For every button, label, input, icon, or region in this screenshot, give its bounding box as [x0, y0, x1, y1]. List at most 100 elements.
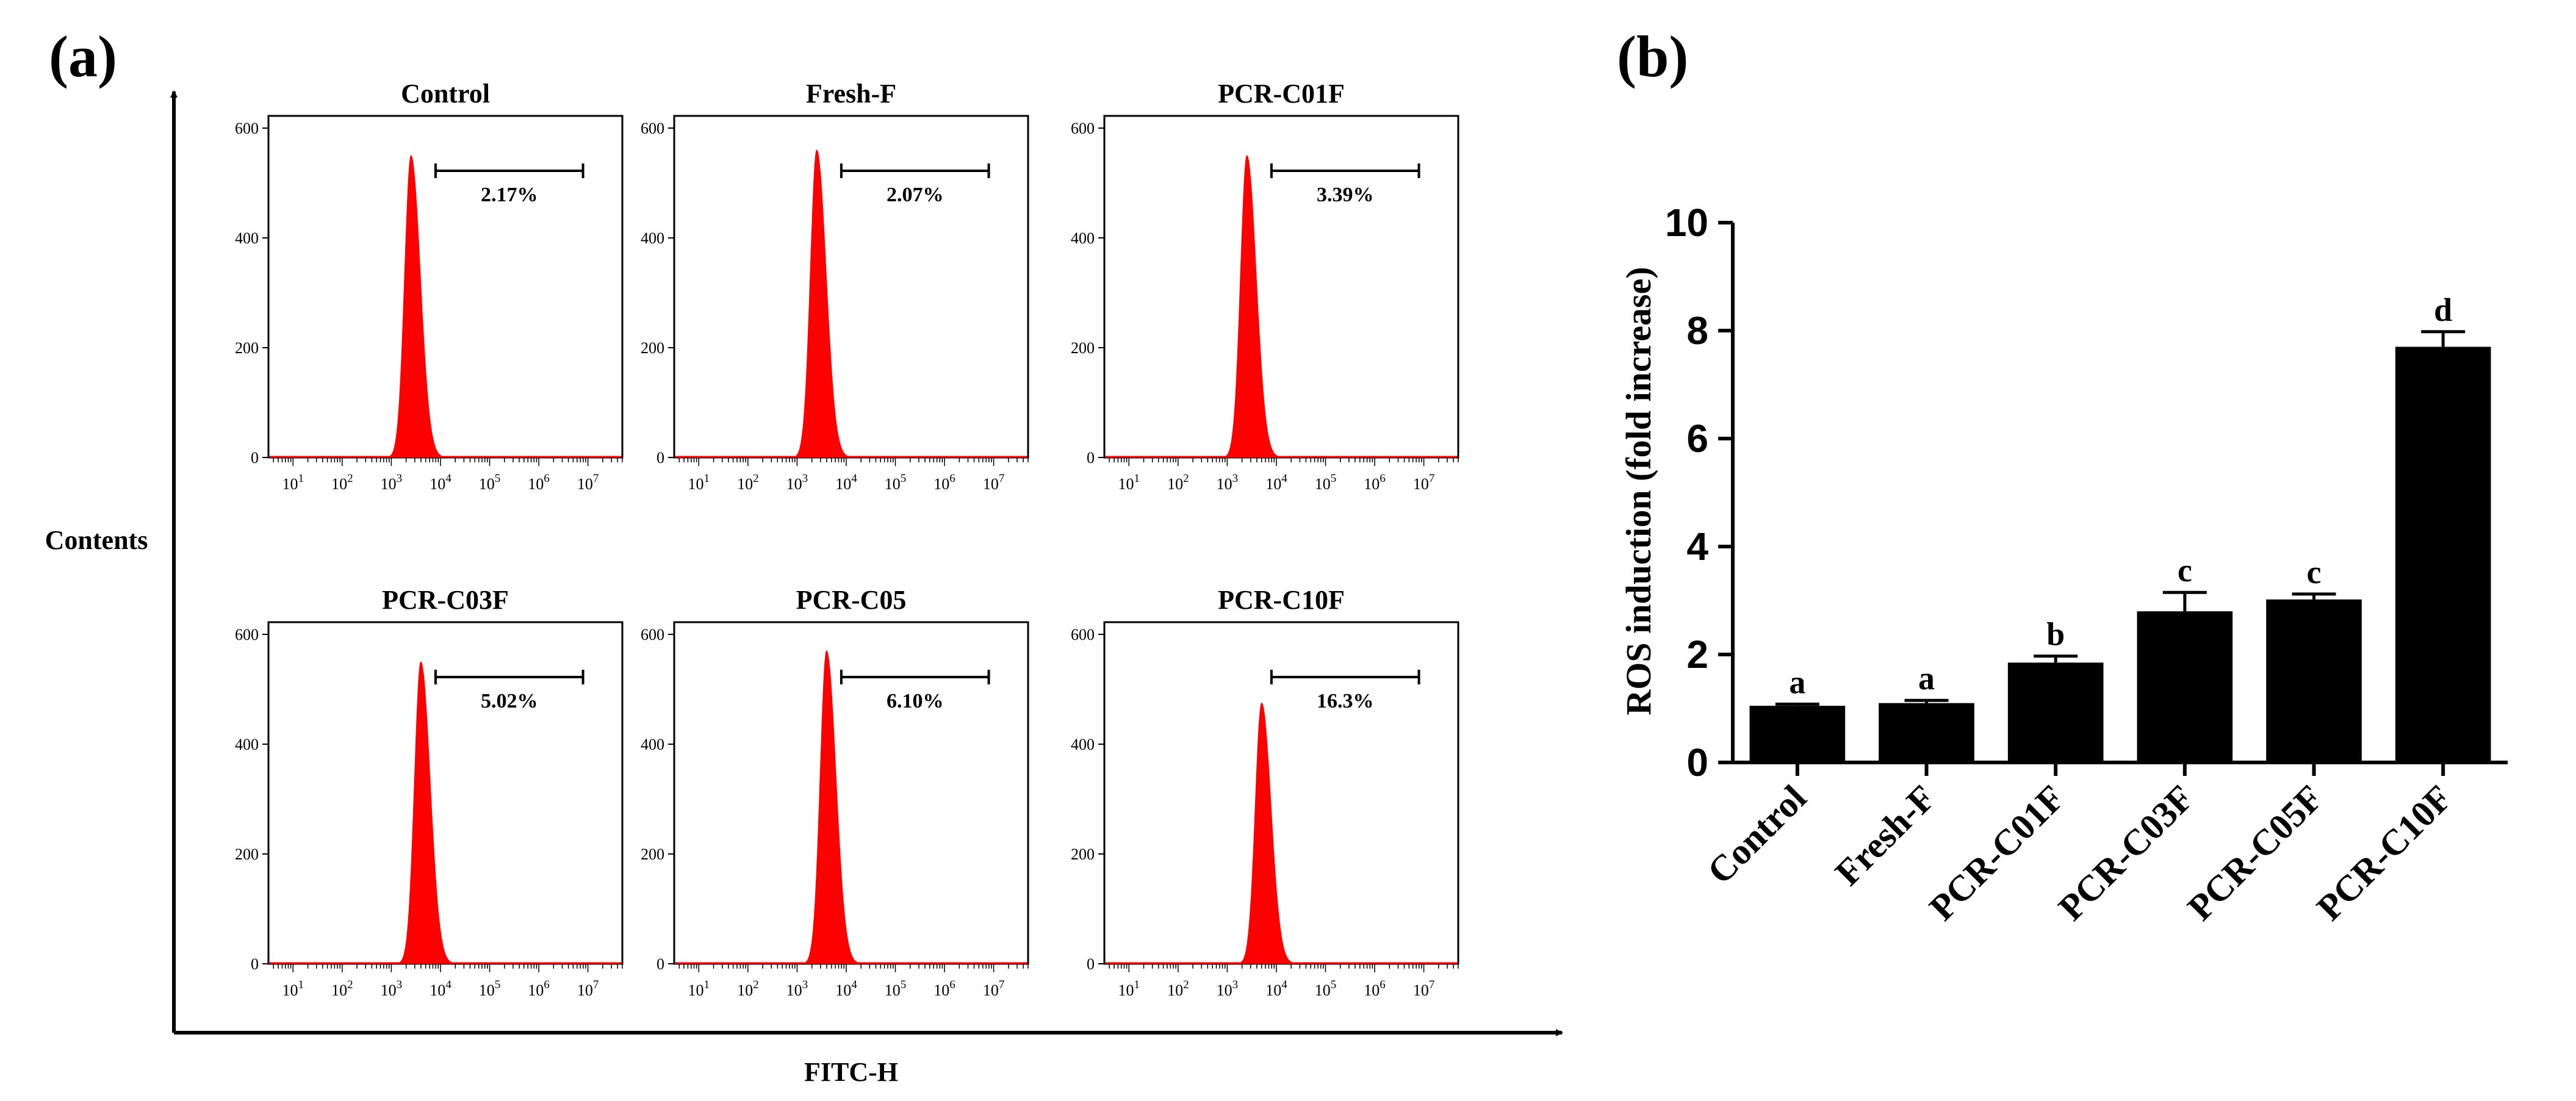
x-tick-label: 104	[835, 978, 857, 999]
significance-letter: a	[1789, 664, 1805, 700]
x-tick-label: 102	[331, 472, 353, 493]
bar	[2007, 662, 2104, 762]
panel-b: (b) ROS induction (fold increase) 0 2 4 6 8 1…	[1617, 24, 2508, 928]
bar	[2266, 599, 2362, 762]
y-tick-label: 0	[657, 449, 664, 467]
x-tick-label: 101	[1118, 978, 1140, 999]
x-tick-label: 106	[934, 978, 955, 999]
x-tick-label: 102	[1167, 472, 1189, 493]
histogram-panel: Fresh-F 0 200 400 600 101 102 103 104 105 106 107 2.…	[641, 79, 1029, 493]
bar-chart: 0 2 4 6 8 10 a Control a Fresh-F b PCR-C01F c PCR-C03…	[1665, 201, 2508, 928]
x-tick-label: 104	[430, 978, 452, 999]
panel-a: (a) Contents FITC-H Control 0 200 400 600 101…	[45, 24, 1563, 1087]
x-tick-label: 103	[786, 978, 808, 999]
histogram-frame	[267, 621, 624, 965]
x-tick-label: PCR-C10F	[2309, 778, 2459, 928]
y-tick-label: 200	[235, 845, 259, 863]
gate-percentage: 2.17%	[481, 184, 538, 206]
histogram-peak	[374, 155, 463, 458]
histogram-grid: Control 0 200 400 600 101 102 103 104 105 106 107 2.…	[235, 79, 1459, 999]
x-tick-label: 106	[1364, 472, 1386, 493]
y-tick-label: 400	[641, 229, 664, 247]
y-tick-label: 200	[1071, 339, 1095, 357]
histogram-frame	[1103, 621, 1459, 965]
x-tick-label: 107	[577, 472, 599, 493]
x-tick-label: PCR-C03F	[2051, 778, 2201, 928]
y-tick-label: 0	[657, 955, 664, 973]
y-tick-label: 0	[1686, 741, 1708, 784]
histogram-peak	[384, 661, 473, 964]
x-tick-label: 105	[479, 472, 501, 493]
histogram-title: PCR-C03F	[382, 585, 509, 615]
bar	[1749, 706, 1846, 762]
y-tick-label: 600	[1071, 120, 1095, 137]
gate-percentage: 2.07%	[887, 184, 944, 206]
x-tick-label: 101	[282, 472, 304, 493]
histogram-frame	[673, 621, 1029, 965]
x-tick-label: 107	[1413, 472, 1435, 493]
y-tick-label: 2	[1686, 633, 1708, 676]
x-tick-label: 101	[688, 472, 710, 493]
y-tick-label: 600	[641, 120, 664, 137]
x-tick-label: 103	[1217, 472, 1239, 493]
y-tick-label: 400	[235, 229, 259, 247]
y-tick-label: 400	[1071, 736, 1095, 753]
significance-letter: c	[2307, 554, 2322, 590]
y-tick-label: 0	[251, 449, 259, 467]
x-tick-label: 105	[885, 472, 907, 493]
histogram-frame	[673, 115, 1029, 459]
histogram-title: PCR-C05	[796, 585, 907, 615]
gate-percentage: 6.10%	[887, 690, 944, 712]
histogram-title: PCR-C10F	[1218, 585, 1345, 615]
x-tick-label: 106	[1364, 978, 1386, 999]
x-tick-label: 107	[983, 978, 1005, 999]
y-tick-label: 4	[1686, 525, 1708, 568]
bar	[1879, 703, 1974, 762]
histogram-title: PCR-C01F	[1218, 79, 1345, 109]
x-tick-label: 106	[528, 472, 550, 493]
x-tick-label: 105	[885, 978, 907, 999]
y-tick-label: 600	[641, 626, 664, 644]
histogram-panel: Control 0 200 400 600 101 102 103 104 105 106 107 2.…	[235, 79, 624, 493]
y-tick-label: 200	[641, 339, 664, 357]
histogram-title: Control	[401, 79, 490, 109]
panel-b-y-axis-label: ROS induction (fold increase)	[1619, 267, 1658, 715]
x-tick-label: 104	[1265, 978, 1287, 999]
x-tick-label: Control	[1700, 778, 1814, 892]
gate-percentage: 5.02%	[481, 690, 538, 712]
x-tick-label: 102	[737, 472, 759, 493]
gate-percentage: 16.3%	[1317, 690, 1374, 712]
x-tick-label: 101	[688, 978, 710, 999]
panel-a-y-axis-label: Contents	[45, 525, 148, 555]
x-tick-label: 107	[577, 978, 599, 999]
histogram-panel: PCR-C01F 0 200 400 600 101 102 103 104 105 106 107 3…	[1071, 79, 1459, 493]
histogram-title: Fresh-F	[806, 79, 896, 109]
significance-letter: c	[2178, 552, 2192, 589]
x-tick-label: 105	[1315, 978, 1337, 999]
y-tick-label: 400	[235, 736, 259, 753]
y-tick-label: 0	[251, 955, 259, 973]
x-tick-label: 103	[786, 472, 808, 493]
x-tick-label: 102	[737, 978, 759, 999]
x-tick-label: 106	[934, 472, 955, 493]
x-tick-label: 104	[835, 472, 857, 493]
y-tick-label: 200	[641, 845, 664, 863]
bar	[2395, 346, 2491, 762]
x-tick-label: 103	[1217, 978, 1239, 999]
y-tick-label: 0	[1087, 955, 1095, 973]
histogram-peak	[780, 149, 869, 458]
panel-a-label: (a)	[49, 24, 117, 89]
x-tick-label: 107	[983, 472, 1005, 493]
y-tick-label: 8	[1686, 309, 1708, 353]
y-tick-label: 10	[1665, 201, 1708, 245]
y-tick-label: 400	[1071, 229, 1095, 247]
x-tick-label: 101	[1118, 472, 1140, 493]
x-tick-label: 101	[282, 978, 304, 999]
histogram-frame	[267, 115, 624, 459]
y-tick-label: 400	[641, 736, 664, 753]
x-tick-label: 105	[479, 978, 501, 999]
y-tick-label: 600	[235, 120, 259, 137]
x-tick-label: 106	[528, 978, 550, 999]
y-tick-label: 0	[1087, 449, 1095, 467]
